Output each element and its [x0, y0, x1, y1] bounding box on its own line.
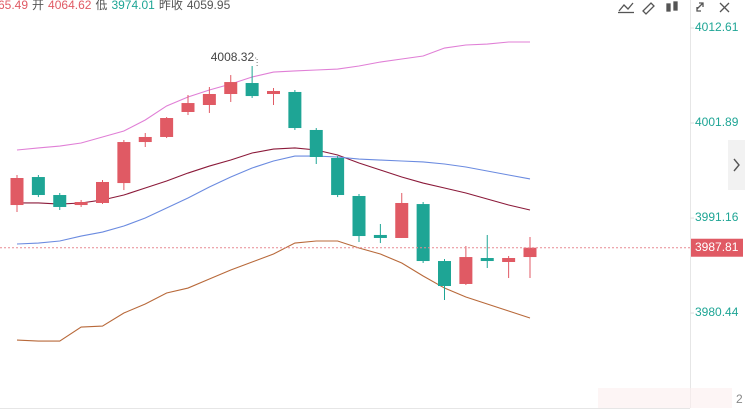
candle [53, 192, 67, 210]
close-button[interactable] [719, 2, 730, 13]
candle-body [395, 202, 409, 238]
indicator-line [17, 147, 531, 211]
candle [160, 117, 174, 139]
corner-label: 2 [736, 392, 743, 406]
candle-body [245, 83, 259, 97]
candle-body [117, 142, 131, 184]
candle-body [10, 178, 24, 206]
info-text: 3974.01 [111, 0, 155, 12]
indicator-line [16, 240, 531, 342]
high-annotation: 4008.32 [211, 50, 255, 64]
indicator-button[interactable] [618, 2, 634, 14]
candle [480, 234, 494, 269]
candle-body [502, 258, 516, 262]
candle [96, 180, 109, 205]
candle-body [309, 129, 323, 158]
y-tick-label: 4001.89 [695, 115, 739, 129]
candle-body [416, 204, 430, 262]
watermark [598, 388, 732, 408]
candle [181, 94, 195, 116]
candle [309, 128, 323, 165]
candle [31, 174, 45, 198]
candle-type-button[interactable] [666, 1, 678, 12]
info-text: 65.49 [0, 0, 28, 12]
candle-body [352, 195, 366, 237]
candle [10, 174, 24, 213]
candle-body [459, 257, 473, 284]
candle [288, 90, 302, 130]
candle-body [288, 91, 302, 129]
candle-body [181, 103, 195, 112]
info-line: 65.49 开 4064.62 低 3974.01 昨收 4059.95 [0, 0, 231, 12]
candle [523, 237, 537, 279]
info-text: 低 [95, 0, 107, 12]
candle-body [331, 157, 345, 196]
candle [224, 75, 238, 102]
arrow-icon [733, 158, 740, 172]
candle-body [373, 234, 387, 238]
candle [202, 87, 216, 113]
y-tick-label: 4012.61 [695, 20, 739, 34]
candle-body [267, 90, 280, 95]
candle-body [202, 94, 216, 105]
info-text: 昨收 [159, 0, 183, 12]
candle [395, 192, 409, 238]
indicator-line [16, 41, 530, 151]
candle [331, 156, 345, 198]
candle-body [31, 177, 45, 196]
candle-body [160, 118, 174, 137]
draw-button[interactable] [642, 2, 655, 15]
candle-body [74, 202, 88, 206]
candle-body [438, 261, 451, 287]
info-text: 4064.62 [48, 0, 92, 12]
candle [352, 194, 366, 242]
candle-body [480, 258, 494, 262]
candle [117, 139, 131, 191]
candle [267, 87, 280, 105]
candle [416, 202, 430, 263]
candle [459, 246, 473, 286]
side-panel-tab[interactable] [728, 140, 745, 190]
info-text: 4059.95 [187, 0, 231, 12]
candle-body [96, 181, 109, 203]
toolbar [618, 1, 730, 15]
y-tick-label: 3991.16 [695, 210, 739, 224]
candle-body [523, 247, 537, 258]
candle [74, 199, 88, 207]
candle [502, 255, 516, 279]
last-price-label: 3987.81 [695, 240, 739, 254]
candle-body [138, 136, 152, 143]
candle [373, 223, 387, 244]
info-text: 开 [32, 0, 44, 12]
y-tick-label: 3980.44 [695, 305, 739, 319]
side-panel-toggle[interactable] [728, 140, 745, 190]
candle [438, 258, 451, 301]
candle [138, 132, 152, 147]
high-pointer [255, 57, 258, 67]
candle-body [224, 82, 238, 95]
fullscreen-button[interactable] [696, 2, 704, 12]
candle [245, 66, 259, 98]
candle-body [53, 195, 67, 207]
last-price-box [691, 238, 743, 257]
indicator-line [16, 155, 531, 245]
